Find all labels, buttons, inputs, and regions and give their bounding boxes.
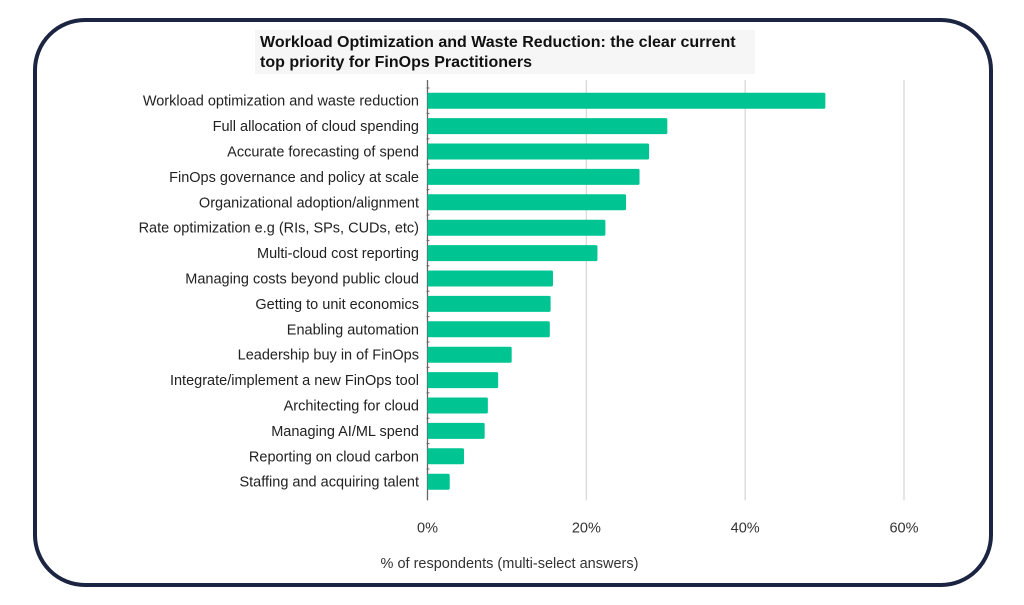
bar xyxy=(427,397,488,414)
chart-title: Workload Optimization and Waste Reductio… xyxy=(255,30,755,74)
category-label: Managing AI/ML spend xyxy=(271,424,419,440)
bar xyxy=(427,92,826,109)
bar xyxy=(427,270,553,287)
bar xyxy=(427,346,512,363)
bar xyxy=(427,219,606,236)
x-tick-label: 40% xyxy=(731,520,760,536)
bar xyxy=(427,295,551,312)
category-label: Integrate/implement a new FinOps tool xyxy=(170,373,419,389)
category-label: FinOps governance and policy at scale xyxy=(169,170,419,186)
bar xyxy=(427,372,499,389)
category-label: Reporting on cloud carbon xyxy=(249,449,419,465)
category-label: Architecting for cloud xyxy=(284,399,419,415)
category-label: Workload optimization and waste reductio… xyxy=(143,94,419,110)
category-label: Rate optimization e.g (RIs, SPs, CUDs, e… xyxy=(139,221,419,237)
category-label: Managing costs beyond public cloud xyxy=(185,272,419,288)
category-label: Enabling automation xyxy=(287,322,419,338)
chart-frame xyxy=(33,18,993,587)
category-label: Multi-cloud cost reporting xyxy=(257,246,419,262)
bar xyxy=(427,194,627,211)
bar xyxy=(427,422,485,439)
x-axis-label: % of respondents (multi-select answers) xyxy=(380,556,639,572)
bar xyxy=(427,143,650,160)
x-tick-label: 0% xyxy=(417,520,438,536)
category-label: Getting to unit economics xyxy=(255,297,419,313)
category-label: Leadership buy in of FinOps xyxy=(238,348,419,364)
x-tick-label: 20% xyxy=(572,520,601,536)
bar xyxy=(427,321,550,338)
bar xyxy=(427,118,668,135)
category-label: Full allocation of cloud spending xyxy=(213,119,419,135)
category-label: Organizational adoption/alignment xyxy=(199,195,419,211)
x-tick-label: 60% xyxy=(889,520,918,536)
bar xyxy=(427,245,598,262)
bar xyxy=(427,448,465,465)
category-label: Accurate forecasting of spend xyxy=(227,145,419,161)
bar xyxy=(427,168,640,185)
bar xyxy=(427,473,450,490)
category-label: Staffing and acquiring talent xyxy=(239,475,419,491)
